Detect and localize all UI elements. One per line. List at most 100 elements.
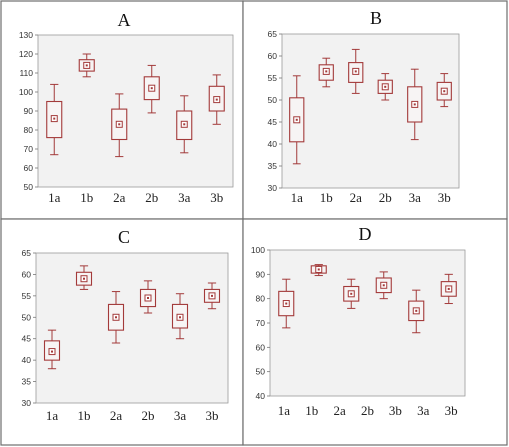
panel-b-xtick-label: 3b [438, 190, 451, 205]
panel-d-box-6 [440, 273, 457, 305]
panel-a-box-4 [143, 64, 160, 114]
panel-c-title: C [118, 227, 130, 247]
median-dot [147, 297, 149, 299]
panel-d-xtick-label: 3b [389, 403, 402, 418]
panel-d-title: D [359, 224, 372, 244]
panel-d-ytick-label: 50 [256, 367, 266, 377]
panel-a-xtick-label: 3a [178, 190, 191, 205]
median-dot [53, 117, 56, 120]
median-dot [285, 302, 288, 305]
median-dot [183, 123, 186, 126]
panel-b-box-1 [289, 75, 305, 165]
panel-a-xtick-label: 2a [113, 190, 126, 205]
panel-c-box-2 [75, 265, 93, 290]
panel-c-box-3 [107, 291, 125, 344]
panel-b-box-6 [436, 73, 452, 108]
median-dot [415, 309, 418, 312]
panel-d-ytick-label: 90 [256, 269, 266, 279]
panel-c-xtick-label: 1a [46, 408, 59, 423]
median-dot [83, 277, 85, 280]
median-dot [447, 287, 450, 290]
panel-d-xtick-label: 1b [305, 403, 318, 418]
panel-b-box-3 [348, 48, 364, 94]
panel-b: B 30 35 40 45 50 55 60 65 1a 1b 2a 2b 3a 3b [268, 8, 460, 205]
panel-c-box-4 [139, 280, 157, 314]
panel-c-box-6 [203, 282, 221, 310]
panel-d-ytick-label: 80 [256, 294, 266, 304]
panel-d-ytick-label: 70 [256, 318, 266, 328]
panel-b-plot-area [281, 33, 460, 189]
panel-c-ytick-label: 55 [22, 291, 32, 301]
panel-a-ytick-label: 70 [24, 144, 34, 154]
median-dot [443, 90, 446, 93]
panel-c-ytick-label: 45 [22, 334, 32, 344]
panel-a-box-1 [46, 83, 63, 156]
panel-a-plot-area [37, 34, 234, 188]
panel-a-ytick-label: 100 [19, 87, 33, 97]
panel-b-ytick-label: 45 [268, 117, 278, 127]
panel-d-xtick-label: 1a [278, 403, 291, 418]
panel-c-ytick-label: 35 [22, 377, 32, 387]
median-dot [115, 316, 117, 319]
panel-a-ytick-label: 90 [24, 106, 34, 116]
median-dot [85, 64, 88, 67]
median-dot [179, 316, 181, 319]
median-dot [384, 85, 387, 88]
median-dot [150, 87, 153, 90]
median-dot [413, 103, 416, 106]
panel-a: A 50 60 70 80 90 100 110 120 130 1a 1b 2a 2b 3a 3b [19, 10, 234, 205]
panel-b-ytick-label: 60 [268, 51, 278, 61]
panel-a-ytick-label: 130 [19, 30, 33, 40]
panel-b-xtick-label: 2b [379, 190, 392, 205]
panel-c-box-5 [171, 293, 189, 340]
panel-d-xtick-label: 3b [445, 403, 458, 418]
median-dot [350, 292, 353, 295]
panel-b-box-5 [407, 68, 423, 141]
panel-c-ytick-label: 30 [22, 398, 32, 408]
panel-a-xtick-label: 2b [145, 190, 158, 205]
panel-d-ytick-label: 100 [251, 245, 265, 255]
panel-a-title: A [118, 10, 131, 30]
median-dot [211, 294, 213, 297]
panel-b-box-2 [318, 57, 334, 88]
panel-a-xtick-label: 3b [210, 190, 223, 205]
median-dot [215, 98, 218, 101]
panel-d: D 40 50 60 70 80 90 100 1a 1b 2a 2b 3b 3a 3b [251, 224, 466, 418]
panel-b-xtick-label: 1a [291, 190, 304, 205]
panel-a-box-2 [78, 53, 95, 78]
panel-b-ytick-label: 40 [268, 139, 278, 149]
panel-a-box-3 [111, 93, 128, 158]
panel-b-title: B [370, 8, 382, 28]
panel-d-plot-area [269, 249, 466, 397]
panel-b-ytick-label: 50 [268, 95, 278, 105]
median-dot [325, 70, 328, 73]
panel-c-xtick-label: 2b [142, 408, 155, 423]
median-dot [382, 284, 385, 287]
panel-b-xtick-label: 2a [350, 190, 363, 205]
panel-d-box-5 [408, 289, 425, 334]
panel-d-box-1 [278, 278, 295, 329]
panels-layer: A 50 60 70 80 90 100 110 120 130 1a 1b 2a 2b 3a 3b B 30 35… [19, 8, 466, 423]
panel-b-ytick-label: 65 [268, 29, 278, 39]
median-dot [354, 70, 357, 73]
panel-d-box-2 [310, 264, 327, 277]
panel-a-box-6 [208, 74, 225, 125]
panel-c-ytick-label: 50 [22, 312, 32, 322]
panel-c-xtick-label: 1b [78, 408, 91, 423]
panel-b-ytick-label: 30 [268, 183, 278, 193]
panel-c-ytick-label: 40 [22, 355, 32, 365]
panel-a-ytick-label: 50 [24, 182, 34, 192]
panel-d-ytick-label: 60 [256, 342, 266, 352]
panel-d-box-3 [343, 278, 360, 309]
panel-a-ytick-label: 110 [19, 68, 33, 78]
panel-a-ytick-label: 60 [24, 163, 34, 173]
panel-d-xtick-label: 2b [361, 403, 374, 418]
panel-d-ytick-label: 40 [256, 391, 266, 401]
median-dot [118, 123, 121, 126]
panel-c: C 30 35 40 45 50 55 60 65 1a 1b 2a 2b 3a 3b [22, 227, 229, 423]
panel-a-ytick-label: 120 [19, 49, 33, 59]
panel-c-xtick-label: 3a [174, 408, 187, 423]
panel-c-xtick-label: 3b [206, 408, 219, 423]
median-dot [317, 268, 320, 271]
